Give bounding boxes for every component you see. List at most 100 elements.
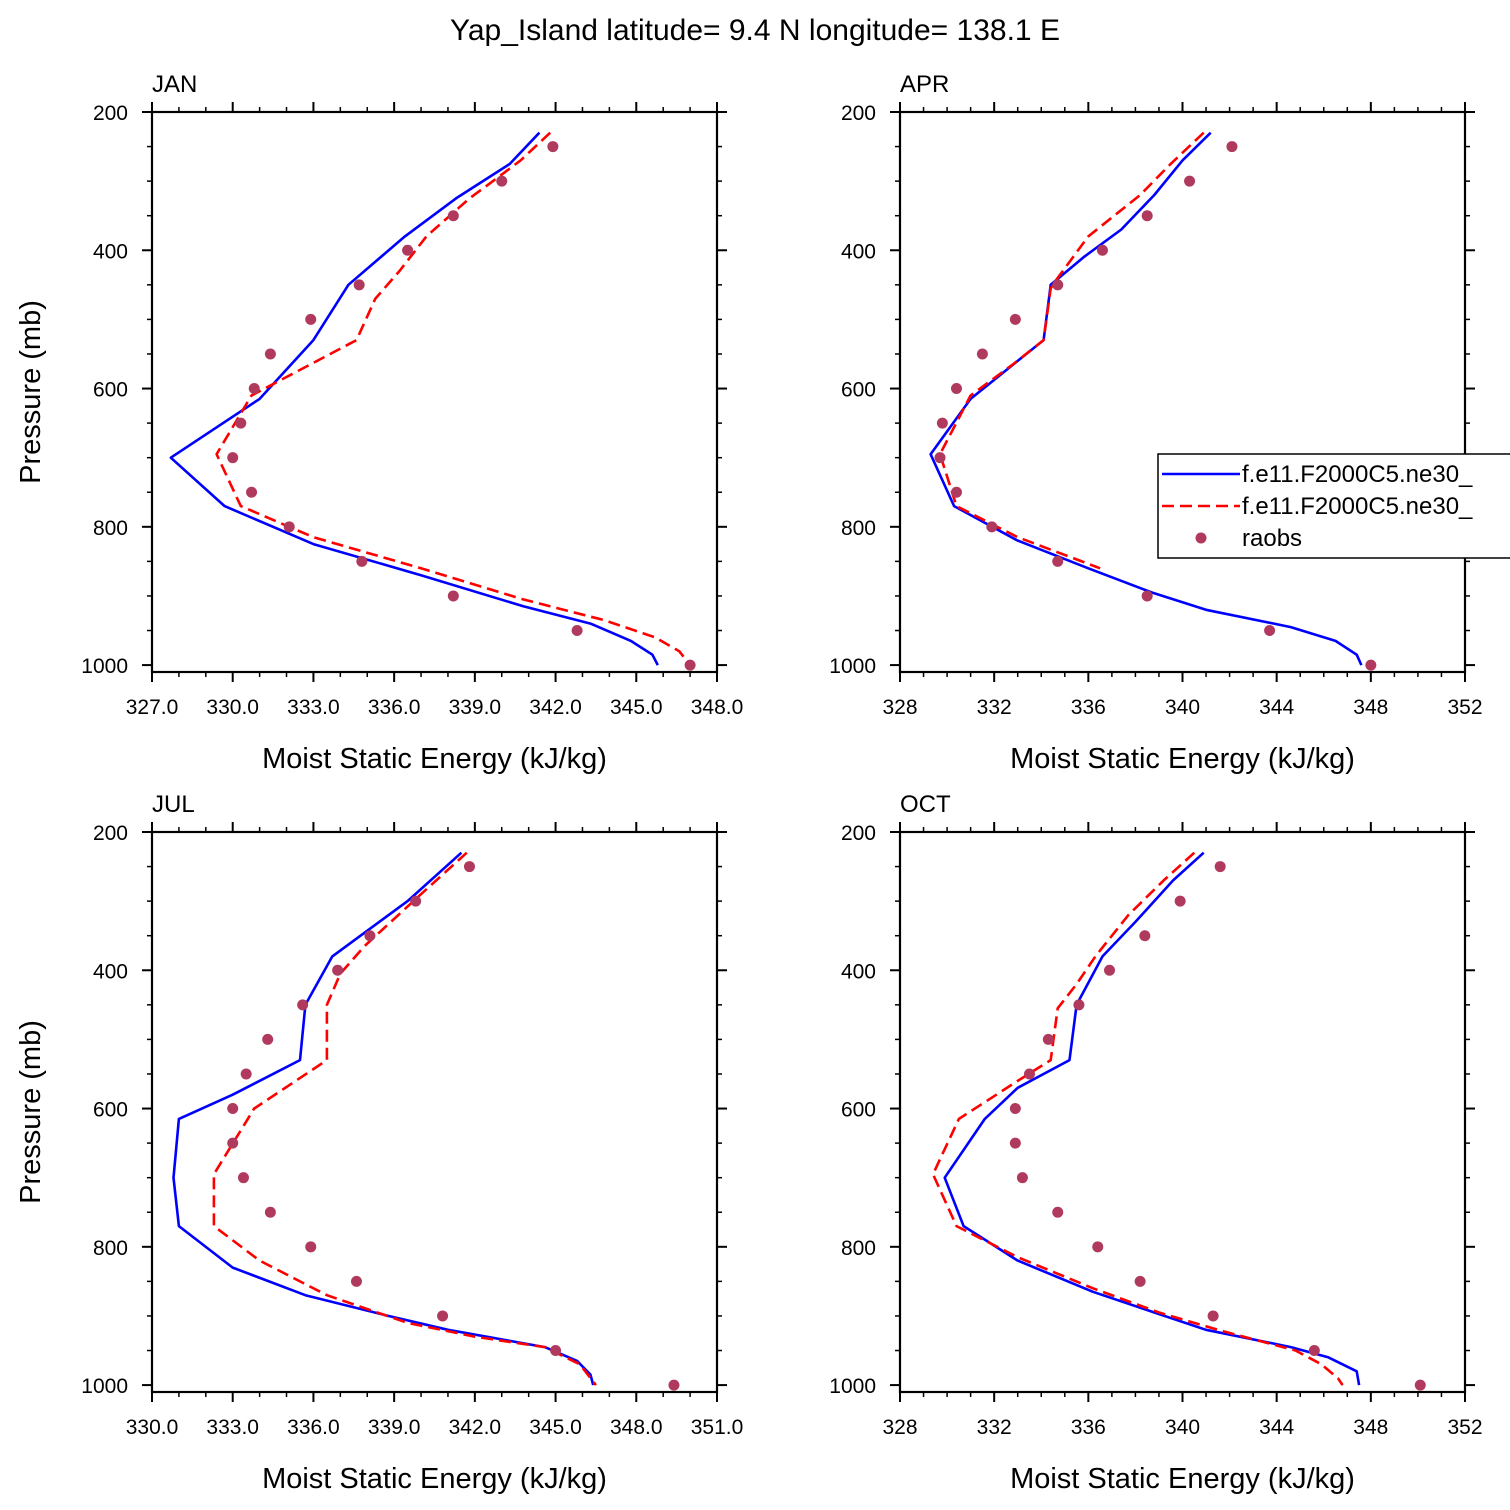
raobs-point <box>227 452 239 464</box>
raobs-point <box>1141 210 1153 222</box>
x-tick-label: 351.0 <box>691 1416 744 1439</box>
x-tick-label: 330.0 <box>126 1416 179 1439</box>
raobs-point <box>550 1345 562 1357</box>
x-tick-label: 348.0 <box>610 1416 663 1439</box>
panel-jul: 330.0 333.0 336.0 339.0 342.0 345.0 348.0 351.0… <box>15 791 743 1495</box>
x-tick-label: 328 <box>882 1416 917 1439</box>
y-tick-label: 600 <box>93 1099 128 1122</box>
raobs-point <box>1174 895 1186 907</box>
raobs-point <box>1052 1206 1064 1218</box>
raobs-point <box>353 279 365 291</box>
raobs-point <box>264 1206 276 1218</box>
plot-frame <box>898 110 1467 674</box>
x-tick-label: 342.0 <box>529 696 582 719</box>
series-line-dashed-red <box>215 131 692 666</box>
raobs-point <box>1023 1068 1035 1080</box>
raobs-point <box>951 383 962 395</box>
x-tick-label: 340 <box>1165 1416 1200 1439</box>
raobs-point <box>934 452 946 464</box>
series-line-dashed-red <box>212 851 597 1386</box>
raobs-point <box>547 141 559 153</box>
y-tick-label: 1000 <box>81 1375 128 1398</box>
x-tick-label: 332 <box>977 696 1012 719</box>
x-tick-label: 336.0 <box>368 696 421 719</box>
raobs-point <box>227 1137 239 1149</box>
raobs-point <box>305 1241 317 1253</box>
raobs-point <box>571 625 583 637</box>
legend-label: f.e11.F2000C5.ne30_ <box>1242 461 1473 488</box>
panel-jan: 327.0 330.0 333.0 336.0 339.0 342.0 345.0 348.0… <box>15 71 743 775</box>
raobs-point <box>297 999 309 1011</box>
raobs-point <box>447 590 459 602</box>
legend-marker-dot <box>1195 532 1207 544</box>
raobs-point <box>332 964 344 976</box>
series-line-dashed-red <box>938 131 1205 570</box>
plot-frame <box>898 830 1467 1394</box>
raobs-point <box>496 175 508 187</box>
panel-label: APR <box>900 71 949 98</box>
raobs-point <box>235 417 247 429</box>
raobs-point <box>262 1033 274 1045</box>
raobs-point <box>237 1172 249 1184</box>
plot-frame <box>150 110 719 674</box>
y-tick-label: 400 <box>93 960 128 983</box>
raobs-point <box>1139 930 1151 942</box>
raobs-point <box>1414 1379 1426 1391</box>
y-tick-label: 400 <box>841 960 876 983</box>
x-tick-label: 344 <box>1259 696 1294 719</box>
series-line-solid-blue <box>943 851 1361 1386</box>
x-tick-label: 332 <box>977 1416 1012 1439</box>
panel-label: JAN <box>152 71 197 98</box>
y-tick-label: 200 <box>93 102 128 125</box>
raobs-point <box>1052 555 1064 567</box>
raobs-point <box>356 555 368 567</box>
x-tick-label: 330.0 <box>206 696 259 719</box>
raobs-point <box>1096 244 1108 256</box>
raobs-point <box>1042 1033 1054 1045</box>
y-tick-label: 200 <box>93 822 128 845</box>
x-tick-label: 339.0 <box>449 696 502 719</box>
plot-frame <box>150 830 719 1394</box>
x-tick-label: 348 <box>1353 1416 1388 1439</box>
x-tick-label: 348.0 <box>691 696 744 719</box>
y-tick-label: 1000 <box>829 1375 876 1398</box>
raobs-point <box>283 521 295 533</box>
raobs-point <box>1073 999 1085 1011</box>
series-line-solid-blue <box>929 131 1363 666</box>
raobs-point <box>1009 1103 1021 1115</box>
legend: f.e11.F2000C5.ne30_ f.e11.F2000C5.ne30_ra… <box>1157 453 1510 559</box>
legend-label: f.e11.F2000C5.ne30_ <box>1242 493 1473 520</box>
figure-title: Yap_Island latitude= 9.4 N longitude= 13… <box>450 14 1060 47</box>
x-tick-label: 340 <box>1165 696 1200 719</box>
raobs-point <box>264 348 276 360</box>
raobs-point <box>1052 279 1064 291</box>
x-tick-label: 339.0 <box>368 1416 421 1439</box>
y-tick-label: 400 <box>841 240 876 263</box>
series-line-solid-blue <box>169 131 659 666</box>
raobs-point <box>463 861 475 873</box>
raobs-point <box>668 1379 680 1391</box>
y-axis-label: Pressure (mb) <box>15 300 47 484</box>
raobs-point <box>1104 964 1116 976</box>
raobs-point <box>1184 175 1196 187</box>
series-line-solid-blue <box>172 851 595 1386</box>
y-tick-label: 800 <box>841 517 876 540</box>
raobs-point <box>350 1275 362 1287</box>
raobs-point <box>1141 590 1153 602</box>
raobs-point <box>976 348 988 360</box>
y-tick-label: 1000 <box>81 655 128 678</box>
raobs-point <box>1264 625 1276 637</box>
x-axis-label: Moist Static Energy (kJ/kg) <box>262 1463 607 1495</box>
raobs-point <box>402 244 414 256</box>
raobs-point <box>305 313 317 325</box>
x-tick-label: 342.0 <box>449 1416 502 1439</box>
raobs-point <box>437 1310 449 1322</box>
raobs-point <box>240 1068 252 1080</box>
x-tick-label: 333.0 <box>206 1416 259 1439</box>
raobs-point <box>1092 1241 1104 1253</box>
raobs-point <box>1226 141 1238 153</box>
raobs-point <box>951 486 962 498</box>
y-tick-label: 400 <box>93 240 128 263</box>
x-tick-label: 333.0 <box>287 696 340 719</box>
x-tick-label: 327.0 <box>126 696 179 719</box>
